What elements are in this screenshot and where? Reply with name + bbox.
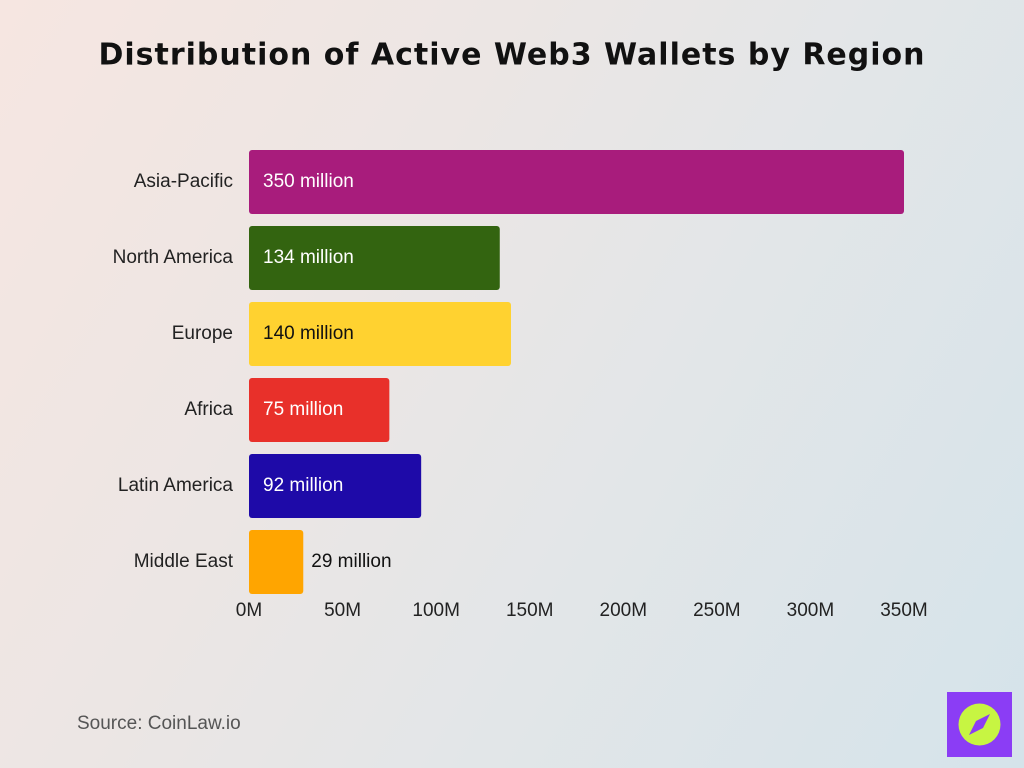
y-tick-label: Africa <box>184 399 233 420</box>
x-tick-label: 350M <box>880 600 928 621</box>
source: Source: CoinLaw.io <box>77 713 241 734</box>
value-label: 75 million <box>263 399 343 420</box>
x-tick-label: 200M <box>600 600 648 621</box>
value-label: 29 million <box>311 551 391 572</box>
x-tick-label: 100M <box>412 600 460 621</box>
x-tick-label: 250M <box>693 600 741 621</box>
chart-title: Distribution of Active Web3 Wallets by R… <box>98 38 925 73</box>
bar <box>249 150 904 214</box>
x-tick-label: 300M <box>787 600 835 621</box>
bar <box>249 378 390 442</box>
logo <box>947 692 1012 757</box>
y-tick-label: North America <box>113 247 234 268</box>
y-tick-label: Asia-Pacific <box>134 171 233 192</box>
bar <box>249 454 422 518</box>
value-label: 134 million <box>263 247 354 268</box>
bar <box>249 226 500 290</box>
y-tick-label: Middle East <box>134 551 234 572</box>
value-label: 140 million <box>263 323 354 344</box>
x-tick-label: 0M <box>236 600 262 621</box>
y-tick-label: Latin America <box>118 475 234 496</box>
bar <box>249 302 511 366</box>
logo-compass <box>969 714 990 735</box>
x-tick-label: 150M <box>506 600 554 621</box>
value-label: 350 million <box>263 171 354 192</box>
bar <box>249 530 304 594</box>
value-label: 92 million <box>263 475 343 496</box>
x-tick-label: 50M <box>324 600 361 621</box>
y-tick-label: Europe <box>172 323 233 344</box>
